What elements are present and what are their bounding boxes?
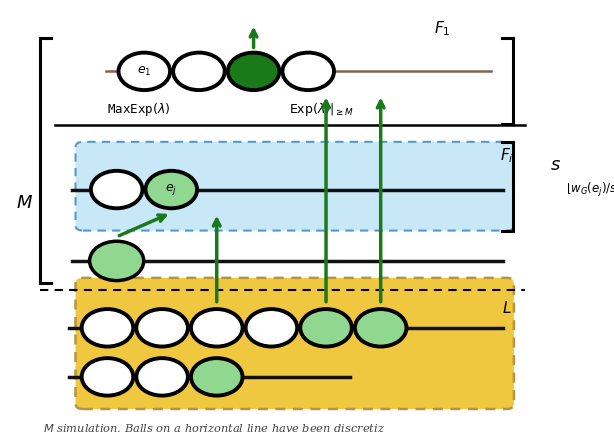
Circle shape xyxy=(119,53,170,90)
Circle shape xyxy=(173,53,225,90)
Text: $\lfloor w_G(e_j)/s\rfloor\, s$: $\lfloor w_G(e_j)/s\rfloor\, s$ xyxy=(567,181,614,198)
Text: $L$: $L$ xyxy=(502,300,511,316)
Text: $M$: $M$ xyxy=(16,194,33,212)
Text: $M$ simulation. Balls on a horizontal line have been discretiz: $M$ simulation. Balls on a horizontal li… xyxy=(43,422,385,434)
FancyBboxPatch shape xyxy=(76,142,514,231)
Circle shape xyxy=(191,358,243,396)
Circle shape xyxy=(282,53,334,90)
Text: $\mathtt{MaxExp}(\lambda)$: $\mathtt{MaxExp}(\lambda)$ xyxy=(107,101,171,118)
Circle shape xyxy=(146,171,197,208)
Circle shape xyxy=(300,309,352,347)
Text: $\mathrm{Exp}(\lambda)|_{\geq M}$: $\mathrm{Exp}(\lambda)|_{\geq M}$ xyxy=(289,101,353,118)
Text: $e_j$: $e_j$ xyxy=(165,182,177,197)
Circle shape xyxy=(90,241,144,281)
Circle shape xyxy=(82,309,133,347)
Text: $e_1$: $e_1$ xyxy=(137,65,152,78)
Circle shape xyxy=(136,358,188,396)
Circle shape xyxy=(91,171,142,208)
Text: $F_i$: $F_i$ xyxy=(500,147,513,165)
Circle shape xyxy=(246,309,297,347)
Text: $s$: $s$ xyxy=(550,156,561,174)
Circle shape xyxy=(82,358,133,396)
Circle shape xyxy=(228,53,279,90)
Circle shape xyxy=(355,309,406,347)
Text: $F_1$: $F_1$ xyxy=(434,20,450,38)
Circle shape xyxy=(136,309,188,347)
FancyBboxPatch shape xyxy=(76,278,514,409)
Circle shape xyxy=(191,309,243,347)
